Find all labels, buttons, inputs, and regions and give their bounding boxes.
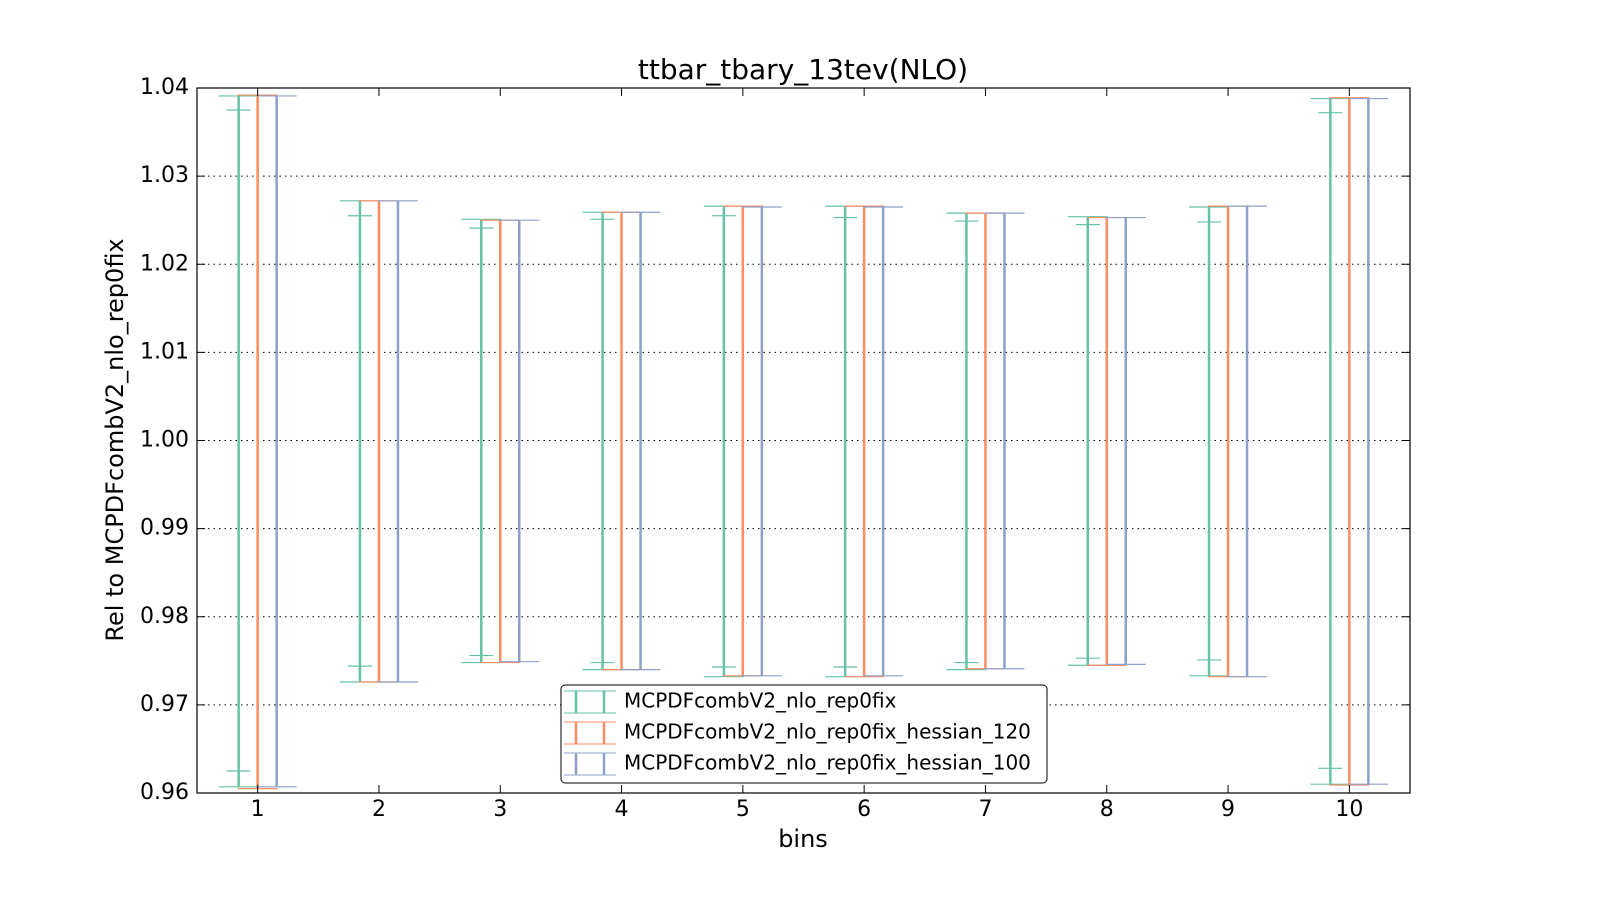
x-tick-label: 10 <box>1335 797 1363 822</box>
x-tick-label: 8 <box>1100 797 1114 822</box>
chart-title: ttbar_tbary_13tev(NLO) <box>638 53 968 86</box>
x-tick-label: 6 <box>857 797 871 822</box>
legend-box <box>560 684 1048 784</box>
x-tick-label: 9 <box>1221 797 1235 822</box>
y-tick-label: 0.97 <box>140 692 189 717</box>
legend: MCPDFcombV2_nlo_rep0fix MCPDFcombV2_nlo_r… <box>560 684 1048 784</box>
x-tick-label: 2 <box>372 797 386 822</box>
legend-label: MCPDFcombV2_nlo_rep0fix_hessian_100 <box>624 751 1031 775</box>
legend-label: MCPDFcombV2_nlo_rep0fix <box>624 689 897 713</box>
plot-area <box>197 87 1410 794</box>
y-tick-label: 0.96 <box>140 780 189 805</box>
y-tick-label: 1.02 <box>140 251 189 276</box>
y-tick-label: 1.03 <box>140 163 189 188</box>
y-tick-label: 0.98 <box>140 604 189 629</box>
x-axis-label: bins <box>778 825 828 853</box>
x-tick-label: 1 <box>251 797 265 822</box>
x-tick-label: 7 <box>978 797 992 822</box>
x-tick-label: 3 <box>493 797 507 822</box>
x-tick-label: 4 <box>615 797 629 822</box>
y-tick-label: 1.04 <box>140 75 189 100</box>
legend-label: MCPDFcombV2_nlo_rep0fix_hessian_120 <box>624 720 1031 744</box>
x-tick-label: 5 <box>736 797 750 822</box>
y-tick-label: 1.01 <box>140 339 189 364</box>
y-tick-label: 1.00 <box>140 428 189 453</box>
y-axis-label: Rel to MCPDFcombV2_nlo_rep0fix <box>101 238 129 641</box>
y-tick-label: 0.99 <box>140 516 189 541</box>
